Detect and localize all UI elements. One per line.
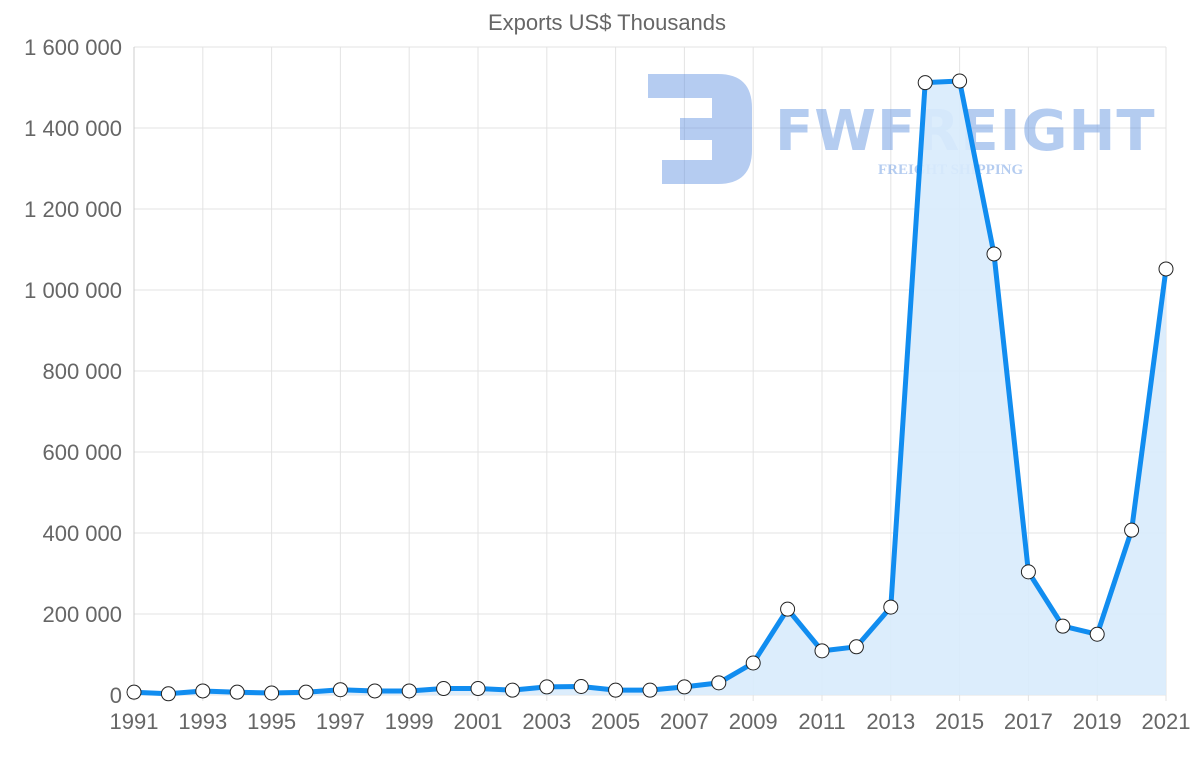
data-point-2002[interactable]: [504, 682, 520, 698]
data-point-1993[interactable]: [195, 683, 211, 699]
data-point-1995[interactable]: [264, 685, 280, 701]
x-tick-label: 1999: [385, 709, 434, 734]
data-point-1998[interactable]: [367, 683, 383, 699]
x-tick-label: 2019: [1073, 709, 1122, 734]
x-tick-label: 2005: [591, 709, 640, 734]
x-tick-label: 2013: [866, 709, 915, 734]
series-area: [134, 81, 1166, 695]
x-tick-label: 1995: [247, 709, 296, 734]
data-point-2017[interactable]: [1020, 564, 1036, 580]
data-point-2013[interactable]: [883, 599, 899, 615]
x-tick-label: 1997: [316, 709, 365, 734]
x-tick-label: 2021: [1142, 709, 1191, 734]
data-point-2019[interactable]: [1089, 626, 1105, 642]
data-point-2011[interactable]: [814, 643, 830, 659]
x-tick-label: 2011: [798, 709, 845, 734]
y-axis: 0 200 000 400 000 600 000 800 000 1 000 000 1 …: [24, 35, 122, 708]
x-tick-label: 2001: [454, 709, 503, 734]
data-point-2000[interactable]: [436, 681, 452, 697]
y-tick-label: 1 400 000: [24, 116, 122, 141]
y-tick-label: 800 000: [42, 359, 122, 384]
x-tick-label: 2015: [935, 709, 984, 734]
data-point-1997[interactable]: [332, 682, 348, 698]
data-point-2020[interactable]: [1124, 522, 1140, 538]
data-point-2005[interactable]: [608, 682, 624, 698]
logo-mark-icon: [648, 74, 752, 184]
x-tick-label: 1991: [110, 709, 159, 734]
x-tick-label: 2009: [729, 709, 778, 734]
data-point-2001[interactable]: [470, 681, 486, 697]
data-point-2018[interactable]: [1055, 618, 1071, 634]
x-tick-label: 2007: [660, 709, 709, 734]
data-point-2006[interactable]: [642, 682, 658, 698]
data-point-2015[interactable]: [952, 73, 968, 89]
chart-title: Exports US$ Thousands: [488, 10, 726, 35]
data-point-2003[interactable]: [539, 679, 555, 695]
y-tick-label: 200 000: [42, 602, 122, 627]
y-tick-label: 600 000: [42, 440, 122, 465]
y-tick-label: 1 000 000: [24, 278, 122, 303]
data-point-2008[interactable]: [711, 675, 727, 691]
data-point-2007[interactable]: [676, 679, 692, 695]
data-point-2012[interactable]: [848, 639, 864, 655]
data-point-1992[interactable]: [160, 686, 176, 702]
x-axis: 1991 1993 1995 1997 1999 2001 2003 2005 2007 2009…: [110, 709, 1191, 734]
data-point-1994[interactable]: [229, 684, 245, 700]
data-point-2021[interactable]: [1158, 261, 1174, 277]
y-tick-label: 0: [110, 683, 122, 708]
x-tick-label: 2003: [522, 709, 571, 734]
y-tick-label: 400 000: [42, 521, 122, 546]
data-point-2009[interactable]: [745, 655, 761, 671]
data-point-2014[interactable]: [917, 75, 933, 91]
data-point-2010[interactable]: [780, 601, 796, 617]
data-point-2004[interactable]: [573, 678, 589, 694]
data-point-1999[interactable]: [401, 683, 417, 699]
x-tick-label: 1993: [178, 709, 227, 734]
x-tick-label: 2017: [1004, 709, 1053, 734]
data-point-2016[interactable]: [986, 246, 1002, 262]
data-point-1991[interactable]: [126, 684, 142, 700]
y-tick-label: 1 200 000: [24, 197, 122, 222]
data-points: [126, 73, 1174, 702]
data-point-1996[interactable]: [298, 684, 314, 700]
watermark-logo: FWFREIGHT FREIGHT SHIPPING: [648, 74, 1155, 184]
y-tick-label: 1 600 000: [24, 35, 122, 60]
